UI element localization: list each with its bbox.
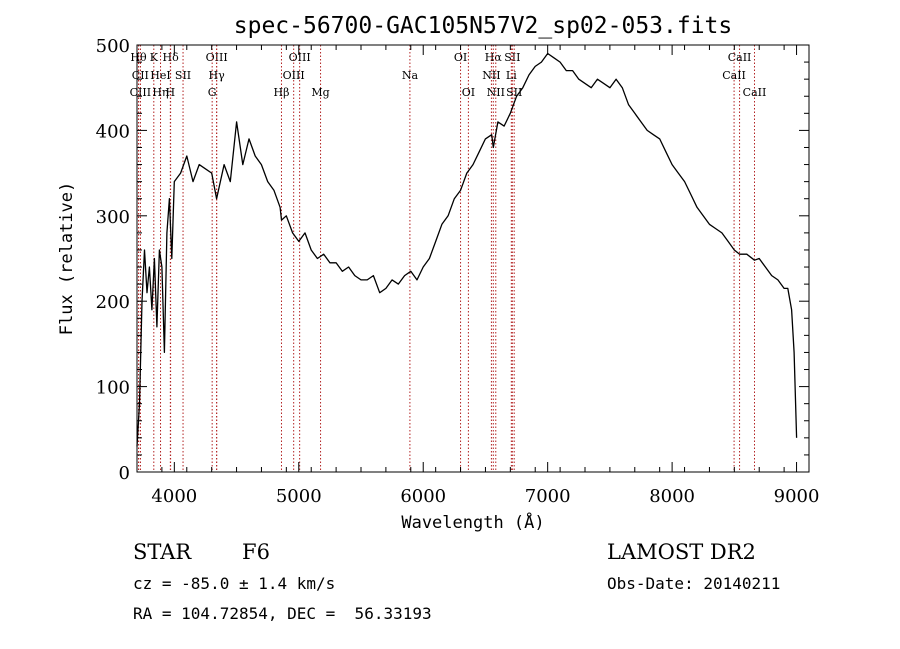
object-class: STAR [133,540,192,564]
line-label: NII [487,86,505,99]
x-tick-label: 8000 [649,486,695,507]
x-tick-label: 6000 [400,486,446,507]
x-tick-label: 9000 [774,486,820,507]
chart-title: spec-56700-GAC105N57V2_sp02-053.fits [234,13,733,39]
y-tick-label: 400 [96,121,130,142]
line-label: K [150,51,159,64]
line-label: OIII [283,69,305,82]
coordinates: RA = 104.72854, DEC = 56.33193 [133,604,432,623]
line-label: OI [454,51,467,64]
line-label: CIII [130,86,151,99]
x-axis-label: Wavelength (Å) [401,511,544,533]
y-tick-label: 200 [96,292,130,313]
line-label: Hα [485,51,503,64]
redshift-cz: cz = -85.0 ± 1.4 km/s [133,574,336,593]
line-label: SII [504,51,520,64]
line-label: CaII [728,51,752,64]
line-label: OIII [289,51,311,64]
y-axis-label: Flux (relative) [57,182,77,336]
line-label: Hγ [209,69,226,82]
line-label: NII [482,69,500,82]
survey-name: LAMOST DR2 [607,540,756,564]
line-label: Mg [311,86,329,99]
y-tick-label: 0 [119,463,130,484]
line-label: CII [132,69,149,82]
line-label: OI [462,86,475,99]
line-label: Hβ [274,86,290,99]
line-label: SII [506,86,522,99]
line-label: G [208,86,217,99]
line-label: H [166,86,176,99]
obs-date: Obs-Date: 20140211 [607,574,781,593]
line-label: Hη [152,86,168,99]
line-label: Na [402,69,419,82]
line-label: SII [175,69,191,82]
x-tick-label: 7000 [525,486,571,507]
plot-frame [136,44,810,473]
line-label: CaII [722,69,746,82]
line-label: Hθ [130,51,147,64]
line-label: Hδ [162,51,179,64]
y-tick-label: 500 [96,36,130,57]
line-label: Li [506,69,517,82]
x-tick-label: 4000 [151,486,197,507]
line-label: CaII [743,86,767,99]
line-label: OIII [206,51,228,64]
y-tick-label: 100 [96,378,130,399]
x-tick-label: 5000 [276,486,322,507]
y-tick-label: 300 [96,207,130,228]
object-subclass: F6 [242,540,270,564]
spectrum-series-line [136,52,798,447]
line-label: HeI [150,69,170,82]
